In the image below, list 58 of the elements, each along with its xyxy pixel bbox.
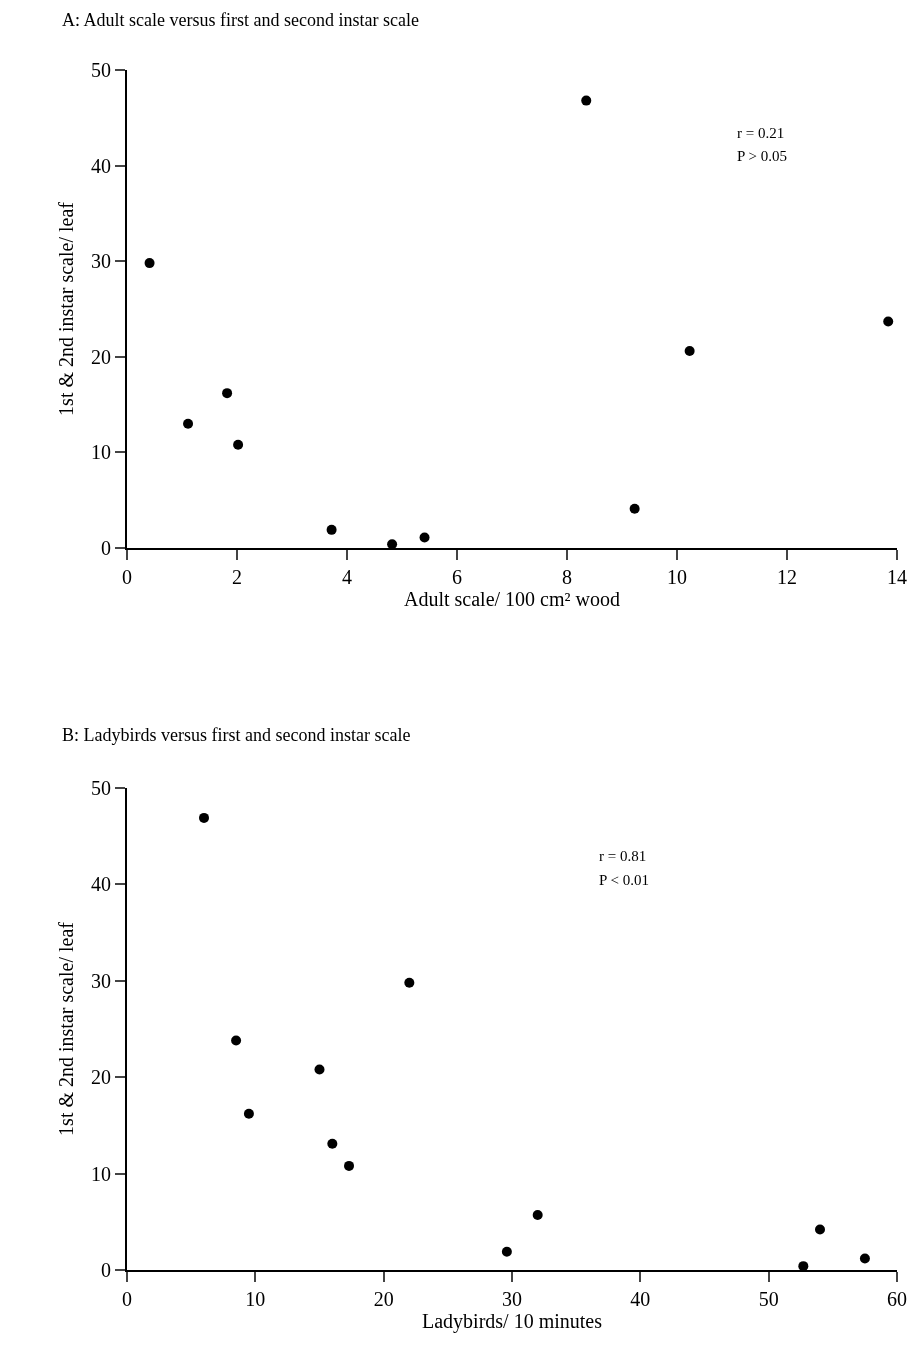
y-tick-label: 20	[91, 345, 111, 368]
chart-title: A: Adult scale versus first and second instar scale	[62, 10, 419, 31]
x-tick-label: 0	[122, 566, 132, 588]
y-tick-label: 30	[91, 969, 111, 992]
x-tick-label: 2	[232, 566, 242, 588]
x-tick-label: 40	[630, 1288, 651, 1310]
y-tick-label: 0	[101, 1259, 111, 1281]
x-tick-label: 20	[373, 1288, 394, 1310]
annotation: P > 0.05	[737, 148, 787, 164]
y-axis-title: 1st & 2nd instar scale/ leaf	[55, 921, 77, 1136]
y-tick-label: 40	[91, 154, 111, 177]
x-tick-label: 4	[342, 566, 352, 588]
annotation: r = 0.21	[737, 125, 785, 141]
point	[815, 1224, 825, 1235]
point	[144, 258, 155, 269]
x-tick-label: 10	[245, 1288, 266, 1310]
x-tick-label: 30	[502, 1288, 522, 1310]
y-tick-label: 10	[91, 441, 111, 464]
point	[314, 1064, 325, 1075]
point	[684, 346, 695, 357]
y-tick-label: 50	[91, 59, 111, 81]
point	[183, 418, 194, 429]
x-tick-label: 14	[887, 566, 907, 588]
point	[404, 977, 415, 988]
point	[532, 1210, 543, 1221]
point	[883, 316, 894, 327]
x-tick-label: 12	[777, 566, 797, 588]
x-tick-label: 60	[887, 1288, 907, 1310]
x-axis-title: Ladybirds/ 10 minutes	[422, 1310, 603, 1333]
point	[344, 1160, 355, 1171]
point	[243, 1108, 254, 1119]
y-tick-label: 50	[91, 777, 111, 799]
point	[629, 503, 640, 514]
y-axis-title: 1st & 2nd instar scale/ leaf	[55, 201, 77, 416]
x-tick-label: 10	[667, 566, 687, 588]
point	[199, 812, 209, 823]
y-tick-label: 0	[101, 537, 111, 559]
x-tick-label: 8	[562, 566, 572, 588]
y-tick-label: 30	[91, 250, 111, 273]
y-tick-label: 20	[91, 1066, 111, 1089]
point	[581, 95, 592, 106]
point	[222, 388, 233, 399]
x-tick-label: 0	[122, 1288, 132, 1310]
point	[231, 1035, 242, 1046]
point	[233, 439, 244, 450]
chart-title: B: Ladybirds versus first and second instar scale	[62, 725, 411, 746]
x-axis-title: Adult scale/ 100 cm² wood	[404, 588, 620, 610]
x-tick-label: 50	[758, 1288, 779, 1310]
y-tick-label: 40	[91, 873, 111, 896]
point	[859, 1253, 870, 1264]
y-tick-label: 10	[91, 1162, 111, 1185]
x-tick-label: 6	[452, 566, 462, 588]
point	[501, 1246, 512, 1257]
point	[419, 532, 430, 543]
annotation: r = 0.81	[599, 848, 647, 864]
point	[326, 524, 337, 535]
point	[327, 1138, 338, 1149]
annotation: P < 0.01	[599, 872, 649, 888]
